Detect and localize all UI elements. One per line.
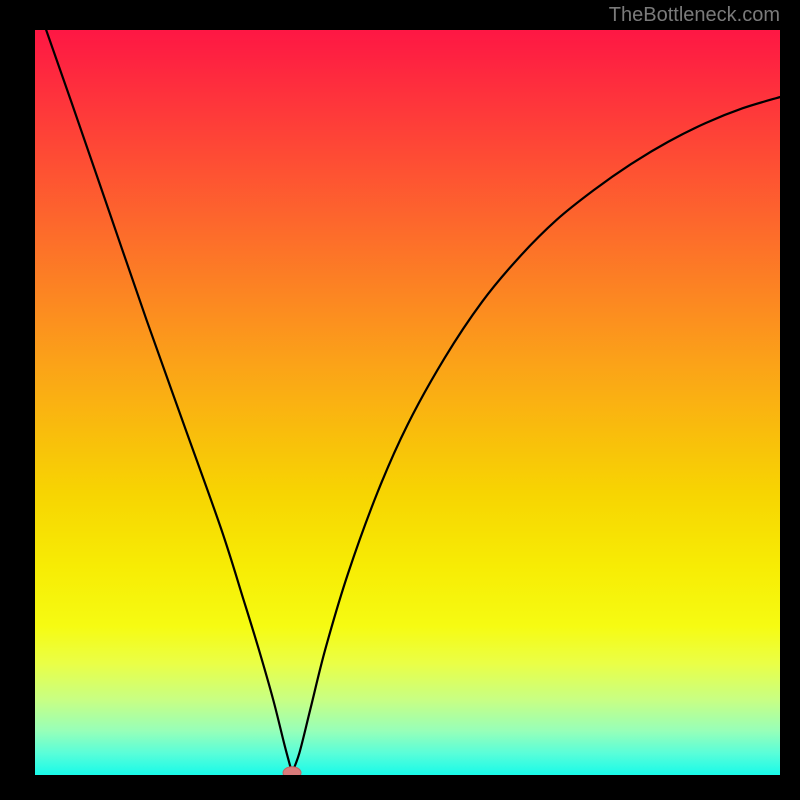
- curve-layer: [35, 30, 780, 775]
- plot-area: [35, 30, 780, 775]
- curve-left-branch: [46, 30, 292, 773]
- watermark-text: TheBottleneck.com: [609, 4, 780, 27]
- curve-right-branch: [292, 97, 780, 773]
- minimum-marker: [283, 767, 301, 775]
